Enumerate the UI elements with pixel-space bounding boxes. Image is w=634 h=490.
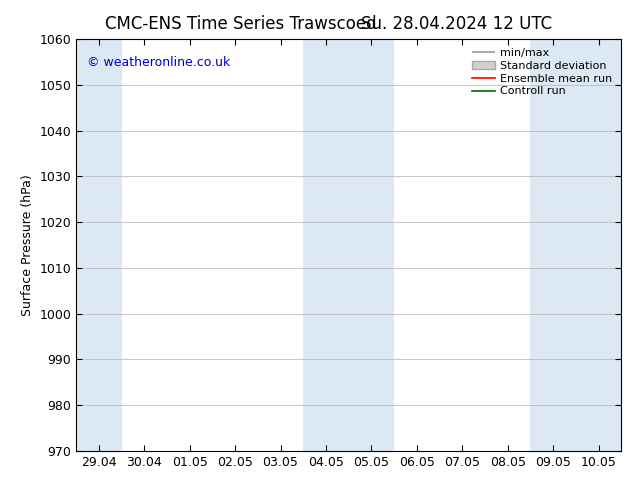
Bar <box>576 39 621 451</box>
Text: CMC-ENS Time Series Trawscoed: CMC-ENS Time Series Trawscoed <box>105 15 377 33</box>
Bar <box>303 39 349 451</box>
Y-axis label: Surface Pressure (hPa): Surface Pressure (hPa) <box>21 174 34 316</box>
Text: © weatheronline.co.uk: © weatheronline.co.uk <box>87 56 230 69</box>
Legend: min/max, Standard deviation, Ensemble mean run, Controll run: min/max, Standard deviation, Ensemble me… <box>469 45 616 100</box>
Bar <box>531 39 576 451</box>
Bar <box>349 39 394 451</box>
Bar <box>76 39 122 451</box>
Text: Su. 28.04.2024 12 UTC: Su. 28.04.2024 12 UTC <box>361 15 552 33</box>
